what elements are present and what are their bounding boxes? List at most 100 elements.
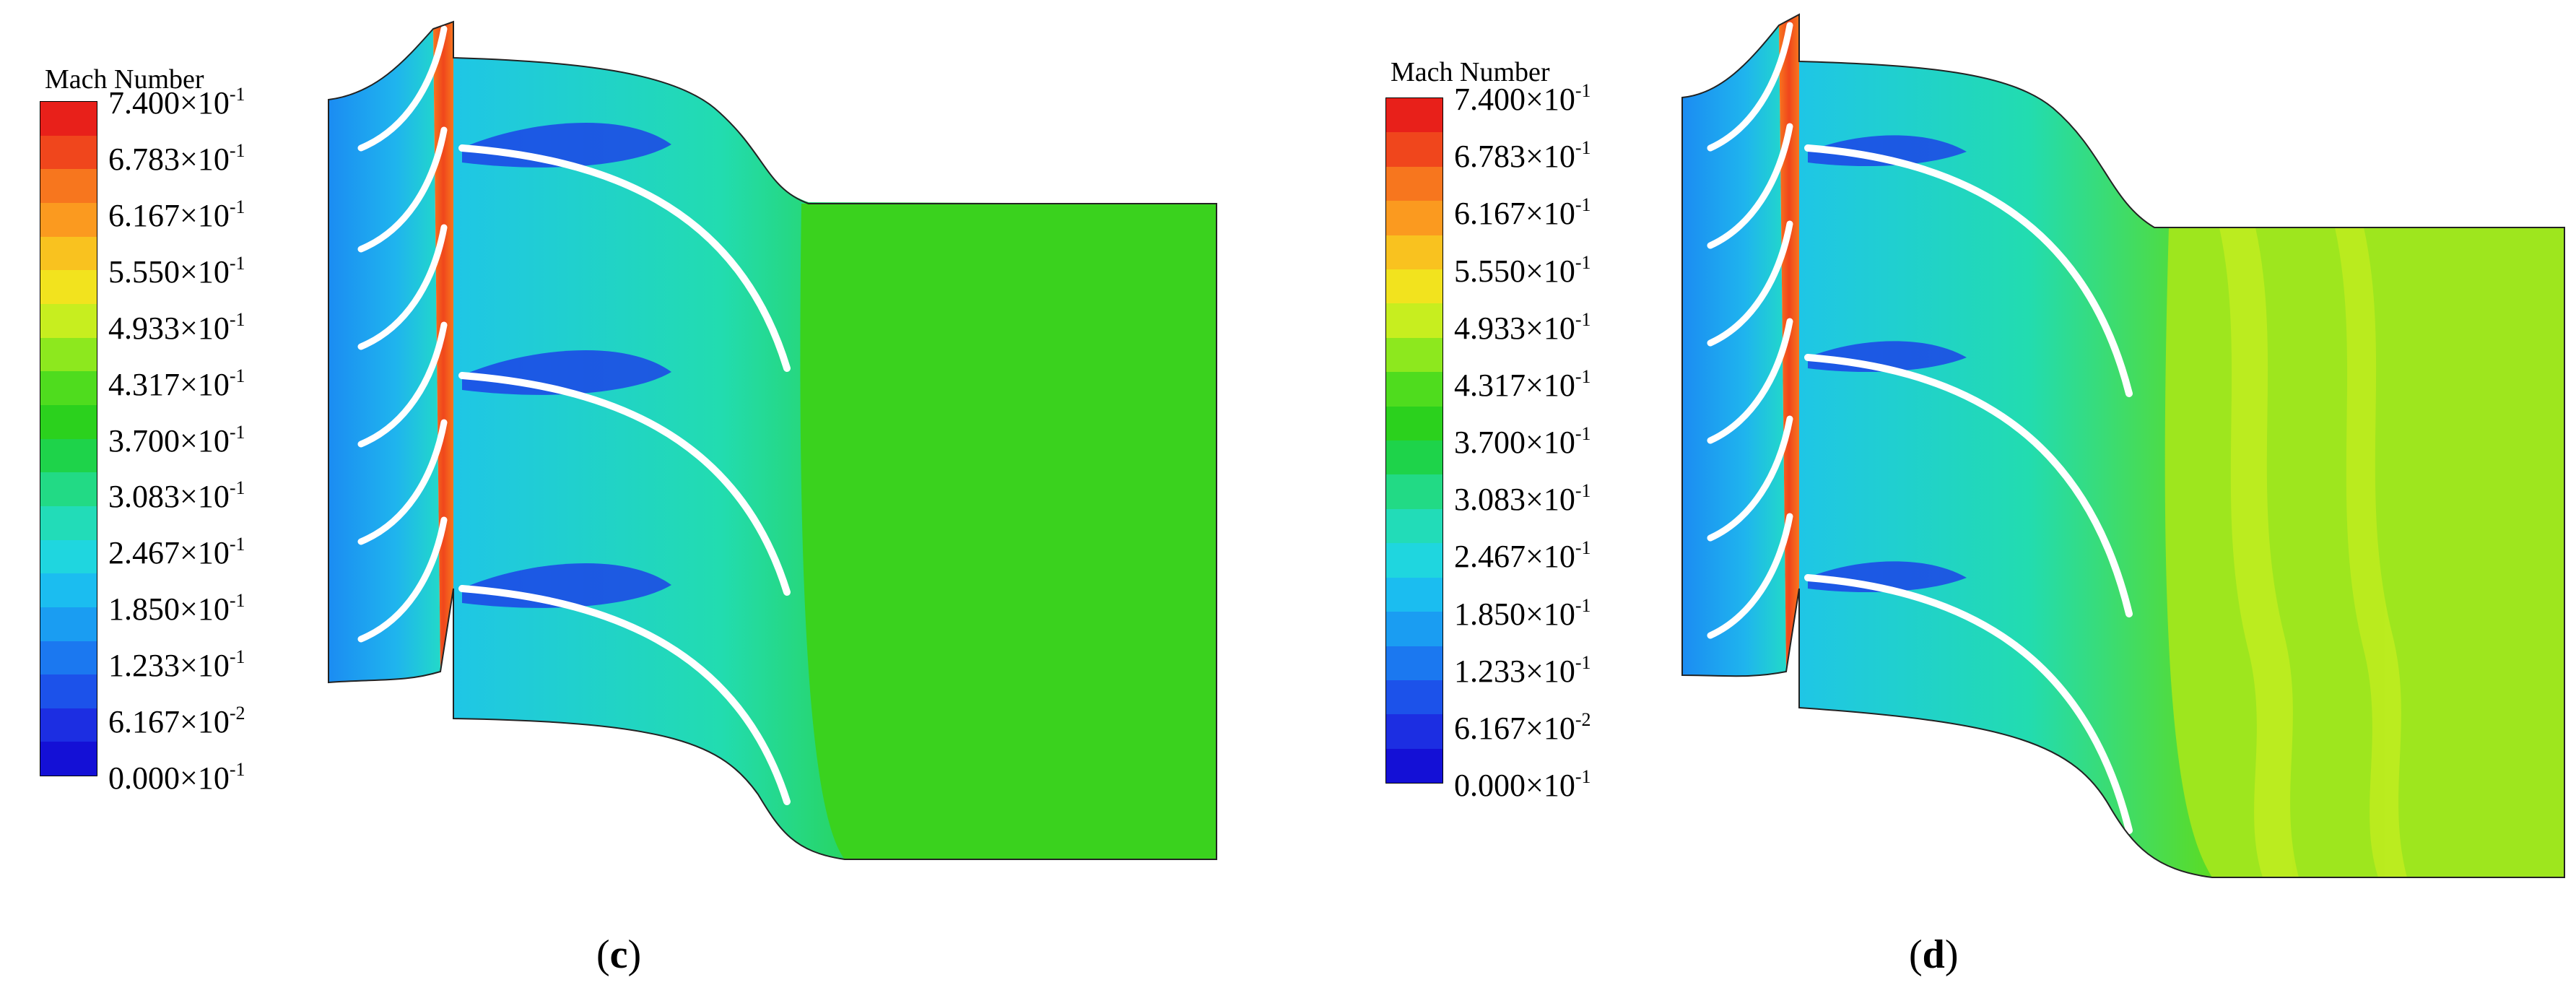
colorbar-tick-label: 6.167×10-2 <box>1454 708 1591 746</box>
wake-band <box>2335 227 2407 877</box>
colorbar-tick-label: 5.550×10-1 <box>108 252 245 290</box>
colorbar-tick-label: 4.933×10-1 <box>1454 308 1591 346</box>
panel-d: Mach Number 7.400×10-1 6.783×10-1 6.167×10… <box>1288 0 2576 998</box>
colorbar-segment <box>1386 577 1443 612</box>
stator-blade <box>1707 415 1793 542</box>
stator-blade <box>357 224 448 350</box>
rotor-blade <box>458 144 791 372</box>
colorbar-segment <box>1386 269 1443 304</box>
panel-caption: (d) <box>1909 932 1959 977</box>
colorbar-tick-label: 0.000×10-1 <box>1454 766 1591 803</box>
colorbar-tick-label: 6.783×10-1 <box>108 139 245 177</box>
colorbar <box>1385 97 1443 784</box>
colorbar-segment <box>40 505 97 540</box>
stator-blade <box>1707 220 1793 347</box>
colorbar-tick-label: 6.167×10-1 <box>1454 194 1591 232</box>
colorbar-segment <box>40 236 97 271</box>
stator-blade <box>357 419 448 545</box>
colorbar-tick-label: 4.317×10-1 <box>108 365 245 402</box>
rotor-blade <box>1804 574 2133 834</box>
colorbar-tick-label: 2.467×10-1 <box>1454 537 1591 575</box>
colorbar-segment <box>1386 714 1443 749</box>
colorbar-tick-label: 6.167×10-1 <box>108 196 245 233</box>
colorbar-segment <box>40 641 97 675</box>
outlet-region <box>800 204 1217 859</box>
colorbar-segment <box>1386 543 1443 578</box>
colorbar-tick-label: 0.000×10-1 <box>108 759 245 796</box>
colorbar-tick-label: 5.550×10-1 <box>1454 251 1591 289</box>
colorbar-segment <box>40 371 97 405</box>
domain-outline <box>328 20 1217 860</box>
stator-blade <box>1707 123 1793 249</box>
rotor-blade <box>1804 354 2133 617</box>
colorbar-segment <box>1386 406 1443 441</box>
colorbar-segment <box>40 573 97 607</box>
colorbar-tick-label: 4.317×10-1 <box>1454 365 1591 403</box>
colorbar-segment <box>1386 474 1443 509</box>
stator-throat-strip <box>1779 14 1799 672</box>
colorbar-segment <box>40 337 97 372</box>
colorbar-segment <box>1386 372 1443 407</box>
colorbar-segment <box>40 202 97 237</box>
colorbar-tick-label: 3.700×10-1 <box>1454 423 1591 460</box>
colorbar-segment <box>1386 748 1443 784</box>
colorbar-segment <box>40 404 97 439</box>
colorbar-segment <box>40 135 97 170</box>
colorbar <box>40 101 97 776</box>
inlet-region <box>1682 25 1786 677</box>
colorbar-tick-label: 7.400×10-1 <box>1454 80 1591 117</box>
colorbar-tick-label: 3.083×10-1 <box>1454 480 1591 518</box>
colorbar-segment <box>40 438 97 473</box>
colorbar-segment <box>1386 612 1443 646</box>
rotor-blade <box>458 372 791 596</box>
colorbar-tick-label: 1.233×10-1 <box>108 646 245 684</box>
colorbar-segment <box>1386 680 1443 715</box>
colorbar-segment <box>1386 508 1443 544</box>
colorbar-tick-label: 2.467×10-1 <box>108 534 245 571</box>
colorbar-tick-label: 3.700×10-1 <box>108 421 245 459</box>
colorbar-tick-label: 4.933×10-1 <box>108 308 245 346</box>
mach-contour-field <box>328 20 1217 860</box>
colorbar-tick-label: 6.783×10-1 <box>1454 137 1591 175</box>
colorbar-segment <box>40 303 97 338</box>
rotor-blade <box>458 585 791 805</box>
colorbar-segment <box>40 539 97 574</box>
inlet-region <box>328 29 440 682</box>
mach-contour-field <box>1681 13 2565 878</box>
colorbar-title: Mach Number <box>45 64 204 95</box>
colorbar-segment <box>40 708 97 742</box>
stator-throat-strip <box>433 22 453 672</box>
colorbar-segment <box>40 472 97 506</box>
colorbar-tick-label: 7.400×10-1 <box>108 84 245 121</box>
rotor-blade <box>1804 144 2133 397</box>
colorbar-segment <box>1386 98 1443 133</box>
colorbar-segment <box>1386 337 1443 373</box>
stator-blade <box>1707 22 1793 152</box>
stator-blade <box>1707 318 1793 444</box>
colorbar-tick-label: 1.233×10-1 <box>1454 651 1591 689</box>
colorbar-segment <box>40 102 97 136</box>
colorbar-segment <box>1386 303 1443 338</box>
colorbar-segment <box>1386 646 1443 680</box>
panel-caption: (c) <box>596 932 642 977</box>
colorbar-segment <box>40 607 97 641</box>
colorbar-tick-label: 6.167×10-2 <box>108 703 245 740</box>
colorbar-tick-label: 3.083×10-1 <box>108 477 245 515</box>
colorbar-segment <box>1386 132 1443 167</box>
colorbar-segment <box>40 169 97 203</box>
stator-blade <box>357 516 448 643</box>
stator-blade <box>357 25 448 152</box>
low-mach-zone <box>1808 135 1967 166</box>
colorbar-title: Mach Number <box>1391 57 1550 87</box>
colorbar-tick-label: 1.850×10-1 <box>108 590 245 628</box>
stator-blade <box>357 126 448 253</box>
colorbar-segment <box>40 742 97 776</box>
stator-blade <box>357 321 448 448</box>
colorbar-segment <box>40 270 97 304</box>
colorbar-segment <box>1386 201 1443 235</box>
colorbar-segment <box>40 674 97 708</box>
colorbar-segment <box>1386 441 1443 475</box>
colorbar-segment <box>1386 235 1443 270</box>
wake-band <box>2219 227 2299 877</box>
colorbar-segment <box>1386 166 1443 201</box>
